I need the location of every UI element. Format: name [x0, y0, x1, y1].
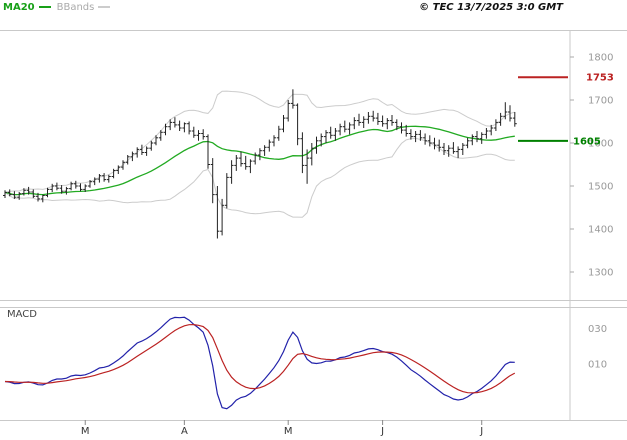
legend-bar: MA20 BBands	[3, 2, 111, 16]
macd-tick-label: 030	[588, 324, 607, 335]
price-tick-label: 1400	[588, 225, 613, 236]
price-tick-label: 1700	[588, 96, 613, 107]
price-axis: 1800 1700 1600 1500 1400 1300	[570, 53, 613, 279]
macd-axis: 030 010	[588, 324, 607, 370]
support-level-label: 1605	[573, 136, 601, 147]
month-tick-label: M	[81, 426, 90, 437]
bollinger-upper-band	[4, 90, 515, 193]
copyright-text: © TEC 13/7/2025 3:0 GMT	[419, 2, 563, 13]
macd-panel-label: MACD	[7, 309, 37, 320]
price-tick-label: 1600	[588, 139, 613, 150]
month-tick-label: J	[380, 426, 384, 437]
month-tick-label: A	[181, 426, 188, 437]
ma20-legend-label: MA20	[3, 2, 35, 13]
chart-frame	[0, 30, 627, 421]
candlestick-layer	[3, 89, 517, 239]
bbands-legend-swatch	[98, 6, 111, 8]
price-tick-label: 1500	[588, 182, 613, 193]
price-tick-label: 1300	[588, 268, 613, 279]
macd-line	[4, 316, 515, 410]
resistance-level-label: 1753	[586, 73, 614, 84]
bbands-legend-label: BBands	[56, 2, 95, 13]
macd-signal-line	[4, 323, 516, 394]
price-tick-label: 1800	[588, 53, 613, 64]
macd-tick-label: 010	[588, 359, 607, 370]
month-tick-label: J	[479, 426, 483, 437]
ma20-legend-swatch	[38, 6, 51, 8]
month-tick-label: M	[284, 426, 293, 437]
ma20-line	[4, 125, 515, 196]
